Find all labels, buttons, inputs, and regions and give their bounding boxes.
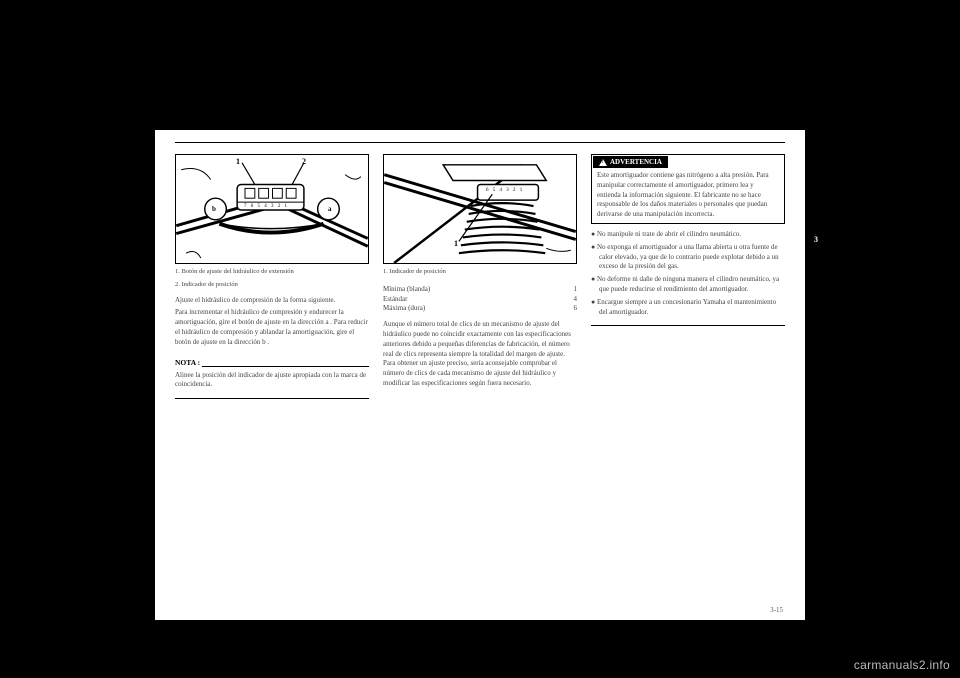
- figure-1-drawing: [176, 155, 368, 263]
- nota-rule: [202, 366, 369, 367]
- warning-triangle-icon: [599, 159, 607, 166]
- figure-1-callout-2: 2: [302, 157, 306, 166]
- nota-text: Alinee la posición del indicador de ajus…: [175, 371, 369, 391]
- warning-bullet-2: ● No exponga el amortiguador a una llama…: [591, 243, 785, 272]
- col3-end-rule: [591, 325, 785, 326]
- warning-bullet-1: ● No manipule ni trate de abrir el cilin…: [591, 230, 785, 240]
- section-tab: 3: [809, 232, 823, 246]
- warning-box: ADVERTENCIA Este amortiguador contiene g…: [591, 154, 785, 224]
- warning-label-text: ADVERTENCIA: [610, 158, 662, 166]
- col1-end-rule: [175, 398, 369, 399]
- warning-body-text: Este amortiguador contiene gas nitrógeno…: [593, 168, 783, 222]
- column-1: 1 2 b a 7 6 5 4 3 2 1 1. Botón de ajuste…: [175, 154, 369, 600]
- figure-2-caption-1: 1. Indicador de posición: [383, 268, 577, 277]
- page-number: 3-15: [770, 606, 783, 614]
- figure-1-circle-b: b: [212, 205, 216, 213]
- col2-para-1: Aunque el número total de clics de un me…: [383, 320, 577, 389]
- warning-spacer: [668, 156, 783, 168]
- warning-bullet-4-text: Encargue siempre a un concesionario Yama…: [597, 298, 776, 316]
- spec-min-label: Mínima (blanda): [383, 285, 430, 295]
- warning-bullet-2-text: No exponga el amortiguador a una llama a…: [597, 243, 779, 271]
- warning-title-row: ADVERTENCIA: [593, 156, 783, 168]
- warning-bullet-3-text: No deforme ni dañe de ninguna manera el …: [597, 275, 779, 293]
- figure-1-callout-1: 1: [236, 157, 240, 166]
- warning-bullet-4: ● Encargue siempre a un concesionario Ya…: [591, 298, 785, 318]
- figure-2-scale: 6 5 4 3 2 1: [486, 188, 524, 193]
- figure-1-caption-1: 1. Botón de ajuste del hidráulico de ext…: [175, 268, 369, 277]
- spec-max-val: 6: [574, 304, 578, 314]
- watermark: carmanuals2.info: [854, 658, 950, 672]
- spec-std-val: 4: [574, 295, 578, 305]
- figure-2-callout-1: 1: [454, 239, 458, 248]
- figure-1-caption-2: 2. Indicador de posición: [175, 281, 369, 290]
- figure-1-circle-a: a: [328, 205, 332, 213]
- figure-shock-spring: 1 6 5 4 3 2 1: [383, 154, 577, 264]
- column-2: 1 6 5 4 3 2 1 1. Indicador de posición M…: [383, 154, 577, 600]
- warning-bullet-1-text: No manipule ni trate de abrir el cilindr…: [597, 230, 741, 238]
- warning-bullet-3: ● No deforme ni dañe de ninguna manera e…: [591, 275, 785, 295]
- figure-adjuster-dial: 1 2 b a 7 6 5 4 3 2 1: [175, 154, 369, 264]
- nota-header: NOTA :: [175, 358, 369, 368]
- spec-std-label: Estándar: [383, 295, 408, 305]
- column-3: ADVERTENCIA Este amortiguador contiene g…: [591, 154, 785, 600]
- spec-max-label: Máxima (dura): [383, 304, 425, 314]
- content-columns: 1 2 b a 7 6 5 4 3 2 1 1. Botón de ajuste…: [175, 154, 785, 600]
- manual-page: 3: [155, 130, 805, 620]
- col1-para-2: Para incrementar el hidráulico de compre…: [175, 308, 369, 347]
- spec-table: Mínima (blanda) 1 Estándar 4 Máxima (dur…: [383, 285, 577, 314]
- figure-1-scale: 7 6 5 4 3 2 1: [244, 204, 289, 209]
- warning-label: ADVERTENCIA: [593, 156, 668, 168]
- header-rule: [175, 142, 785, 143]
- spec-min-val: 1: [574, 285, 578, 295]
- col1-para-1: Ajuste el hidráulico de compresión de la…: [175, 296, 369, 306]
- nota-label: NOTA :: [175, 358, 200, 368]
- figure-2-drawing: [384, 155, 576, 263]
